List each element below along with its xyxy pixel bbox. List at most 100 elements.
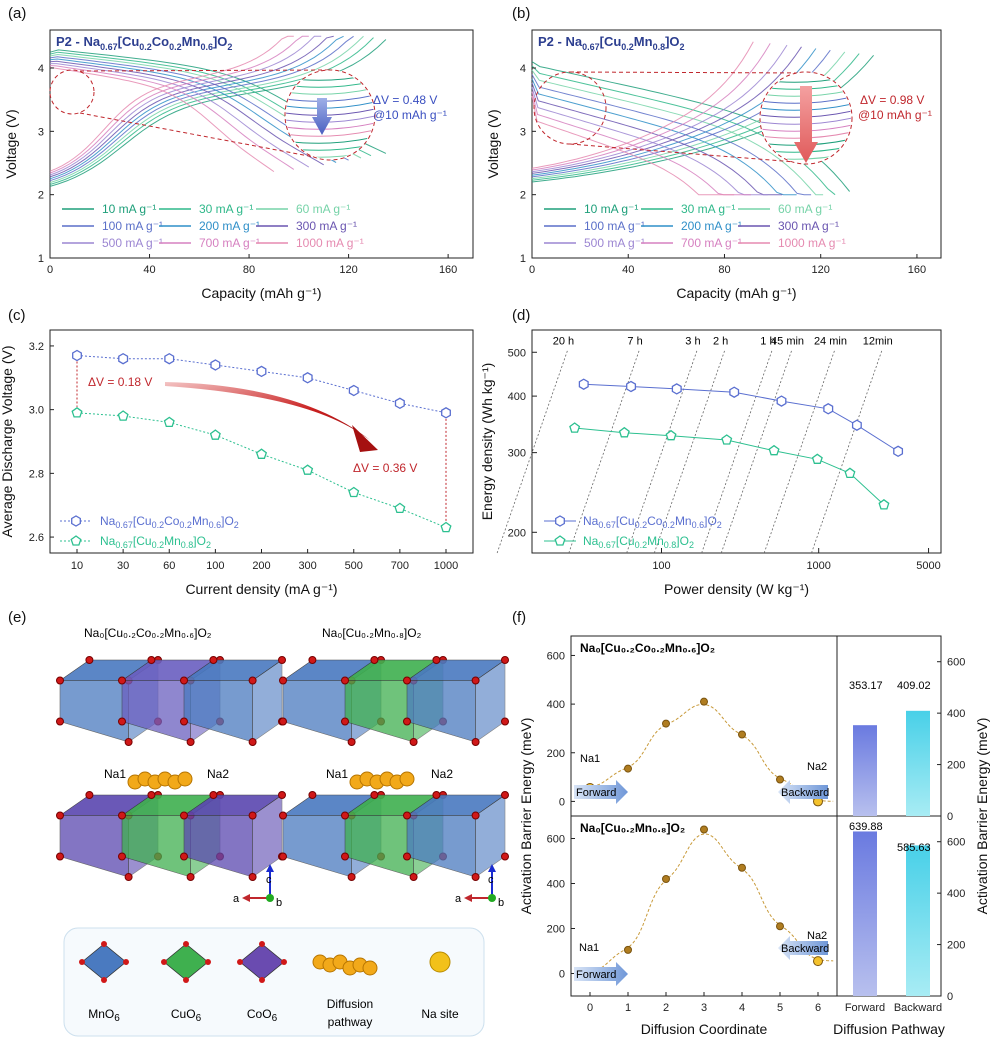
zoom-connector-b1 <box>569 71 809 74</box>
octahedron-front <box>59 815 129 878</box>
bar <box>853 831 877 996</box>
charge-curve <box>49 35 354 182</box>
panel-b-voltage-profiles: 0 40 80 120 160 1 2 3 4 Capacity (mAh g⁻¹) Voltage… <box>485 29 942 301</box>
y-tick-label: 400 <box>547 879 565 891</box>
discharge-curve <box>531 82 783 196</box>
oxygen-atom <box>278 791 286 799</box>
f-bot-backward-arrow <box>778 936 828 960</box>
y-tick-label: 4 <box>38 63 44 75</box>
oxygen-atom <box>432 656 441 664</box>
legend-oxygen <box>161 959 167 965</box>
oxygen-atom <box>471 811 480 820</box>
delta-label-b: ΔV = 0.98 V <box>860 93 924 107</box>
x-tick-label: 80 <box>718 264 730 276</box>
legend-oxygen <box>205 959 211 965</box>
hexagon-marker <box>164 352 175 365</box>
time-label: 7 h <box>627 336 642 348</box>
x-tick-label: 200 <box>252 560 270 572</box>
zoom-curve <box>286 108 374 116</box>
hexagon-marker <box>210 359 221 371</box>
delta-label-c1: ΔV = 0.18 V <box>88 375 152 389</box>
energy-point <box>738 863 746 872</box>
hexagon-marker <box>823 403 834 415</box>
c-axis-head-2 <box>488 864 496 872</box>
axis-b-label-2: b <box>498 897 504 909</box>
y-tick-label: 3 <box>38 126 44 138</box>
zoom-curve <box>286 115 374 123</box>
y-tick-label: 400 <box>547 699 565 711</box>
structure-legend-box <box>63 927 485 1037</box>
pentagon-marker <box>71 406 83 418</box>
oxygen-atom <box>147 656 156 664</box>
charge-curve <box>531 46 802 174</box>
legend-oxygen <box>79 959 85 965</box>
hexagon-marker <box>626 380 637 393</box>
oxygen-atom <box>180 676 188 685</box>
charge-curve <box>531 44 788 173</box>
charge-curve <box>531 43 771 171</box>
zoom-circle-a <box>284 69 376 161</box>
oxygen-atom <box>403 852 411 861</box>
legend-label: 1000 mA g⁻¹ <box>296 236 364 250</box>
delta-label-a: ΔV = 0.48 V <box>373 93 437 107</box>
discharge-curve <box>531 95 735 196</box>
y-tick-label: 2.6 <box>29 532 44 544</box>
oxygen-atom <box>118 852 126 861</box>
oxygen-atom <box>471 873 480 881</box>
trend-arrowhead-c <box>352 425 378 452</box>
oxygen-atom <box>56 811 64 820</box>
legend-label: 500 mA g⁻¹ <box>102 236 163 250</box>
x-tick-label: 160 <box>908 264 926 276</box>
zoom-curve <box>286 87 374 95</box>
hexagon-marker <box>118 352 129 365</box>
f-bar-val-3: 639.88 <box>849 821 883 833</box>
bar-category-label: Backward <box>894 1002 942 1014</box>
x-tick-label: 80 <box>243 264 255 276</box>
legend-label: 30 mA g⁻¹ <box>199 202 253 216</box>
structure-legend: MnO6 CuO6 CoO6 Diffusion pathway Na site <box>79 941 459 1029</box>
oxygen-atom <box>501 791 509 799</box>
oxygen-atom <box>118 811 126 820</box>
b-axis-dot-1 <box>266 894 274 902</box>
hexagon-marker <box>729 386 740 398</box>
legend-label: 500 mA g⁻¹ <box>584 236 645 250</box>
zoom-connector-a1 <box>79 69 331 72</box>
oxygen-atom <box>347 738 356 746</box>
x-tick-label: 300 <box>298 560 316 572</box>
oxygen-atom <box>403 676 411 685</box>
series-line <box>76 412 447 528</box>
hexagon-marker <box>302 372 313 384</box>
legend-b: 10 mA g⁻¹ 30 mA g⁻¹ 60 mA g⁻¹ 100 mA g⁻¹ 200… <box>544 202 846 250</box>
panel-label-a: (a) <box>8 5 26 22</box>
axis-a-label-2: a <box>455 893 462 905</box>
y-tick-label-right: 0 <box>947 991 953 1003</box>
oxygen-atom <box>209 791 218 799</box>
c-axis-head-1 <box>266 864 274 872</box>
hexagon-marker <box>441 407 451 419</box>
y-tick-label: 1 <box>38 253 44 265</box>
oxygen-atom <box>56 852 64 861</box>
f-bar-val-1: 353.17 <box>849 680 883 692</box>
legend-label: CoO6 <box>247 1007 278 1024</box>
ticks-c: 10 30 60 100 200 300 500 700 1000 2.6 2.8 3.0 3.2 Cur… <box>0 341 458 597</box>
legend-label: CuO6 <box>171 1007 202 1024</box>
oxygen-atom <box>279 811 287 820</box>
legend-label: Na0.67[Cu0.2Co0.2Mn0.6]O2 <box>583 514 722 530</box>
x-tick-label: 0 <box>47 264 53 276</box>
y-axis-label: Voltage (V) <box>485 109 501 178</box>
oxygen-atom <box>56 717 64 726</box>
discharge-curve <box>49 65 295 170</box>
x-tick-label: 100 <box>652 560 670 572</box>
x-tick-label: 10 <box>71 560 83 572</box>
hexagon-marker <box>71 515 81 527</box>
x-axis-label: Diffusion Coordinate <box>641 1021 768 1037</box>
axes-box-d <box>531 329 942 554</box>
oxygen-atom <box>471 676 480 685</box>
legend-label: Na0.67[Cu0.2Mn0.8]O2 <box>583 534 694 550</box>
oxygen-atom <box>124 738 133 746</box>
x-tick-label: 3 <box>701 1002 707 1014</box>
f-bar-val-4: 585.63 <box>897 842 931 854</box>
pentagon-marker <box>163 416 175 428</box>
